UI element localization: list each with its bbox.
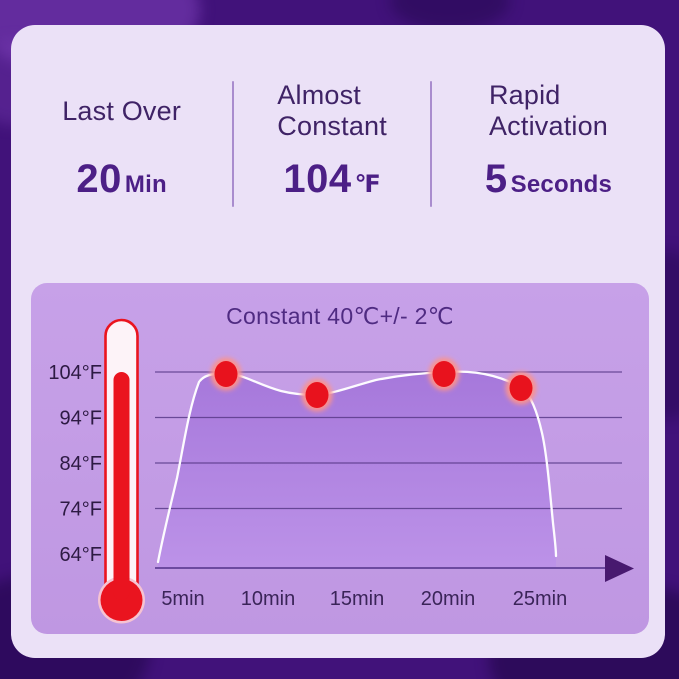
x-tick-label: 20min <box>421 588 475 610</box>
stat-duration-value: 20 Min <box>76 157 166 202</box>
temperature-chart: Constant 40℃+/- 2℃ <box>31 283 649 634</box>
stat-activation-value: 5 Seconds <box>485 157 612 202</box>
x-tick-label: 10min <box>241 588 295 610</box>
stat-duration-number: 20 <box>76 157 122 201</box>
data-point <box>305 382 329 408</box>
y-tick-label: 74°F <box>60 499 102 521</box>
stat-temperature-unit: ℉ <box>354 171 381 198</box>
stats-divider <box>232 81 235 207</box>
stat-duration: Last Over 20 Min <box>11 79 232 202</box>
area-fill <box>158 371 556 567</box>
stat-duration-unit: Min <box>124 171 167 198</box>
stats-divider <box>430 81 433 207</box>
y-tick-label: 94°F <box>60 408 102 430</box>
y-axis-labels: 104°F 94°F 84°F 74°F 64°F <box>48 362 102 566</box>
stats-row: Last Over 20 Min Almost Constant 104 ℉ R… <box>11 25 665 229</box>
data-point <box>432 361 456 387</box>
thermometer-icon <box>98 318 145 624</box>
stat-activation-number: 5 <box>484 157 508 201</box>
stat-temperature: Almost Constant 104 ℉ <box>234 79 430 202</box>
temperature-area-series <box>158 371 556 567</box>
stat-temperature-number: 104 <box>283 157 352 201</box>
x-tick-label: 5min <box>161 588 204 610</box>
arrow-right-icon <box>605 555 634 582</box>
y-tick-label: 64°F <box>60 544 102 566</box>
data-point <box>214 361 238 387</box>
stat-activation-label: Rapid Activation <box>488 80 609 141</box>
chart-title: Constant 40℃+/- 2℃ <box>226 303 454 329</box>
stat-temperature-value: 104 ℉ <box>283 157 381 202</box>
stat-duration-label: Last Over <box>62 95 182 126</box>
data-point <box>509 375 533 401</box>
stat-activation-unit: Seconds <box>510 171 613 198</box>
temperature-chart-plot: 104°F 94°F 84°F 74°F 64°F 5min 10min 15m… <box>48 318 634 624</box>
x-axis-labels: 5min 10min 15min 20min 25min <box>161 588 567 610</box>
data-point-markers <box>210 357 537 412</box>
x-tick-label: 15min <box>330 588 384 610</box>
y-tick-label: 104°F <box>48 362 102 384</box>
stat-temperature-label: Almost Constant <box>277 80 387 141</box>
x-tick-label: 25min <box>513 588 567 610</box>
y-tick-label: 84°F <box>60 453 102 475</box>
temperature-curve <box>156 370 558 564</box>
stat-activation: Rapid Activation 5 Seconds <box>432 79 665 202</box>
info-card: Last Over 20 Min Almost Constant 104 ℉ R… <box>11 25 665 658</box>
